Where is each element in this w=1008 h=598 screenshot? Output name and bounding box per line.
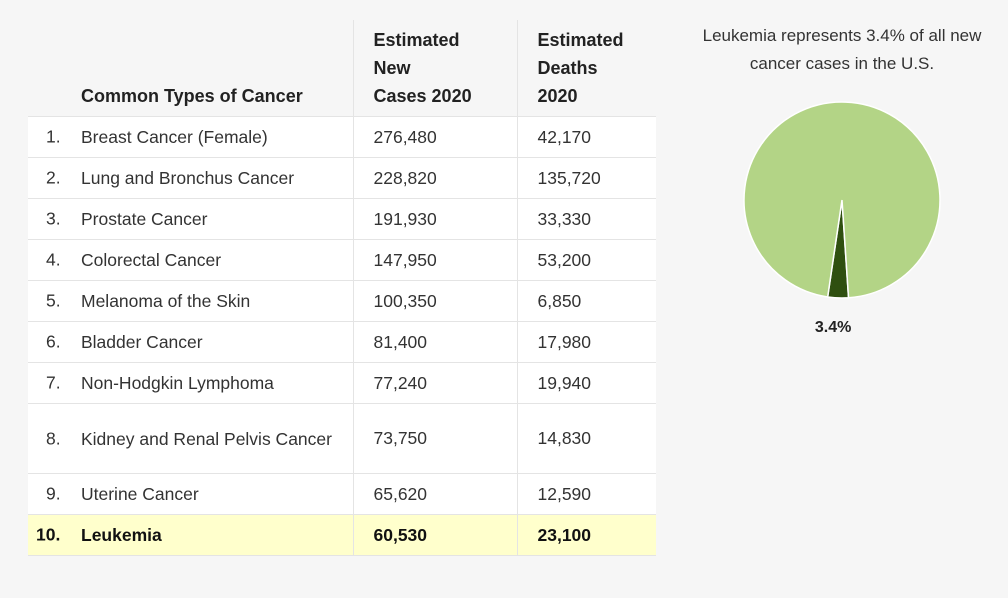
deaths-value: 6,850 (516, 280, 656, 322)
deaths-value: 12,590 (516, 473, 656, 515)
cancer-name: Melanoma of the Skin (81, 291, 251, 311)
table-row: 6. Bladder Cancer 81,400 17,980 (28, 321, 656, 363)
rank-number: 2. (46, 167, 61, 188)
deaths-value: 33,330 (516, 198, 656, 240)
new-cases-value: 276,480 (352, 116, 517, 158)
cancer-name-cell: 4. Colorectal Cancer (28, 240, 353, 281)
header-new-cases-line2: New (373, 58, 411, 78)
new-cases-value: 81,400 (352, 321, 517, 363)
rank-number: 6. (46, 331, 61, 352)
rank-number: 4. (46, 249, 61, 270)
header-cancer-type: Common Types of Cancer (81, 86, 303, 106)
new-cases-value: 77,240 (352, 362, 517, 404)
new-cases-value: 65,620 (352, 473, 517, 515)
cancer-table-container: Common Types of Cancer Estimated New Cas… (28, 20, 656, 556)
pie-slice-other (743, 101, 941, 299)
deaths-value: 53,200 (516, 239, 656, 281)
cancer-name-cell: 1. Breast Cancer (Female) (28, 117, 353, 158)
cancer-name: Leukemia (81, 525, 162, 545)
table-row: 8. Kidney and Renal Pelvis Cancer 73,750 … (28, 403, 656, 474)
cancer-name-cell: 8. Kidney and Renal Pelvis Cancer (28, 404, 353, 474)
pie-chart-panel: Leukemia represents 3.4% of all new canc… (690, 22, 994, 78)
cancer-name: Bladder Cancer (81, 332, 203, 352)
table-row: 7. Non-Hodgkin Lymphoma 77,240 19,940 (28, 362, 656, 404)
rank-number: 10. (36, 524, 61, 545)
cancer-name: Non-Hodgkin Lymphoma (81, 373, 274, 393)
table-row: 5. Melanoma of the Skin 100,350 6,850 (28, 280, 656, 322)
cancer-name-cell: 7. Non-Hodgkin Lymphoma (28, 363, 353, 404)
rank-number: 7. (46, 372, 61, 393)
header-deaths: Estimated Deaths 2020 (516, 20, 656, 117)
cancer-name-cell: 10. Leukemia (28, 515, 353, 556)
cancer-name: Breast Cancer (Female) (81, 127, 268, 147)
table-header-row: Common Types of Cancer Estimated New Cas… (28, 20, 656, 117)
cancer-name-cell: 2. Lung and Bronchus Cancer (28, 158, 353, 199)
new-cases-value: 73,750 (352, 403, 517, 474)
cancer-name: Uterine Cancer (81, 484, 199, 504)
pie-chart-title: Leukemia represents 3.4% of all new canc… (702, 26, 982, 73)
rank-number: 9. (46, 483, 61, 504)
deaths-value: 135,720 (516, 157, 656, 199)
new-cases-value: 228,820 (352, 157, 517, 199)
cancer-name: Prostate Cancer (81, 209, 208, 229)
table-row: 1. Breast Cancer (Female) 276,480 42,170 (28, 116, 656, 158)
new-cases-value: 60,530 (352, 514, 517, 556)
cancer-name: Lung and Bronchus Cancer (81, 168, 295, 188)
deaths-value: 14,830 (516, 403, 656, 474)
new-cases-value: 100,350 (352, 280, 517, 322)
new-cases-value: 147,950 (352, 239, 517, 281)
table-row-highlighted: 10. Leukemia 60,530 23,100 (28, 514, 656, 556)
table-row: 2. Lung and Bronchus Cancer 228,820 135,7… (28, 157, 656, 199)
header-deaths-line1: Estimated (537, 30, 624, 50)
rank-number: 5. (46, 290, 61, 311)
table-row: 4. Colorectal Cancer 147,950 53,200 (28, 239, 656, 281)
deaths-value: 19,940 (516, 362, 656, 404)
deaths-value: 17,980 (516, 321, 656, 363)
header-deaths-line2: Deaths (537, 58, 598, 78)
header-deaths-line3: 2020 (537, 86, 578, 106)
rank-number: 1. (46, 126, 61, 147)
new-cases-value: 191,930 (352, 198, 517, 240)
cancer-name-cell: 6. Bladder Cancer (28, 322, 353, 363)
cancer-name-cell: 5. Melanoma of the Skin (28, 281, 353, 322)
rank-number: 3. (46, 208, 61, 229)
header-new-cases: Estimated New Cases 2020 (352, 20, 517, 117)
cancer-name: Colorectal Cancer (81, 250, 222, 270)
cancer-statistics-table: Common Types of Cancer Estimated New Cas… (28, 20, 656, 556)
table-row: 3. Prostate Cancer 191,930 33,330 (28, 198, 656, 240)
cancer-name: Kidney and Renal Pelvis Cancer (81, 428, 332, 449)
header-new-cases-line3: Cases 2020 (373, 86, 472, 106)
rank-number: 8. (46, 428, 61, 448)
header-new-cases-line1: Estimated (373, 30, 460, 50)
table-row: 9. Uterine Cancer 65,620 12,590 (28, 473, 656, 515)
cancer-name-cell: 3. Prostate Cancer (28, 199, 353, 240)
cancer-name-cell: 9. Uterine Cancer (28, 474, 353, 515)
deaths-value: 23,100 (516, 514, 656, 556)
deaths-value: 42,170 (516, 116, 656, 158)
pie-slice-label: 3.4% (814, 318, 852, 336)
